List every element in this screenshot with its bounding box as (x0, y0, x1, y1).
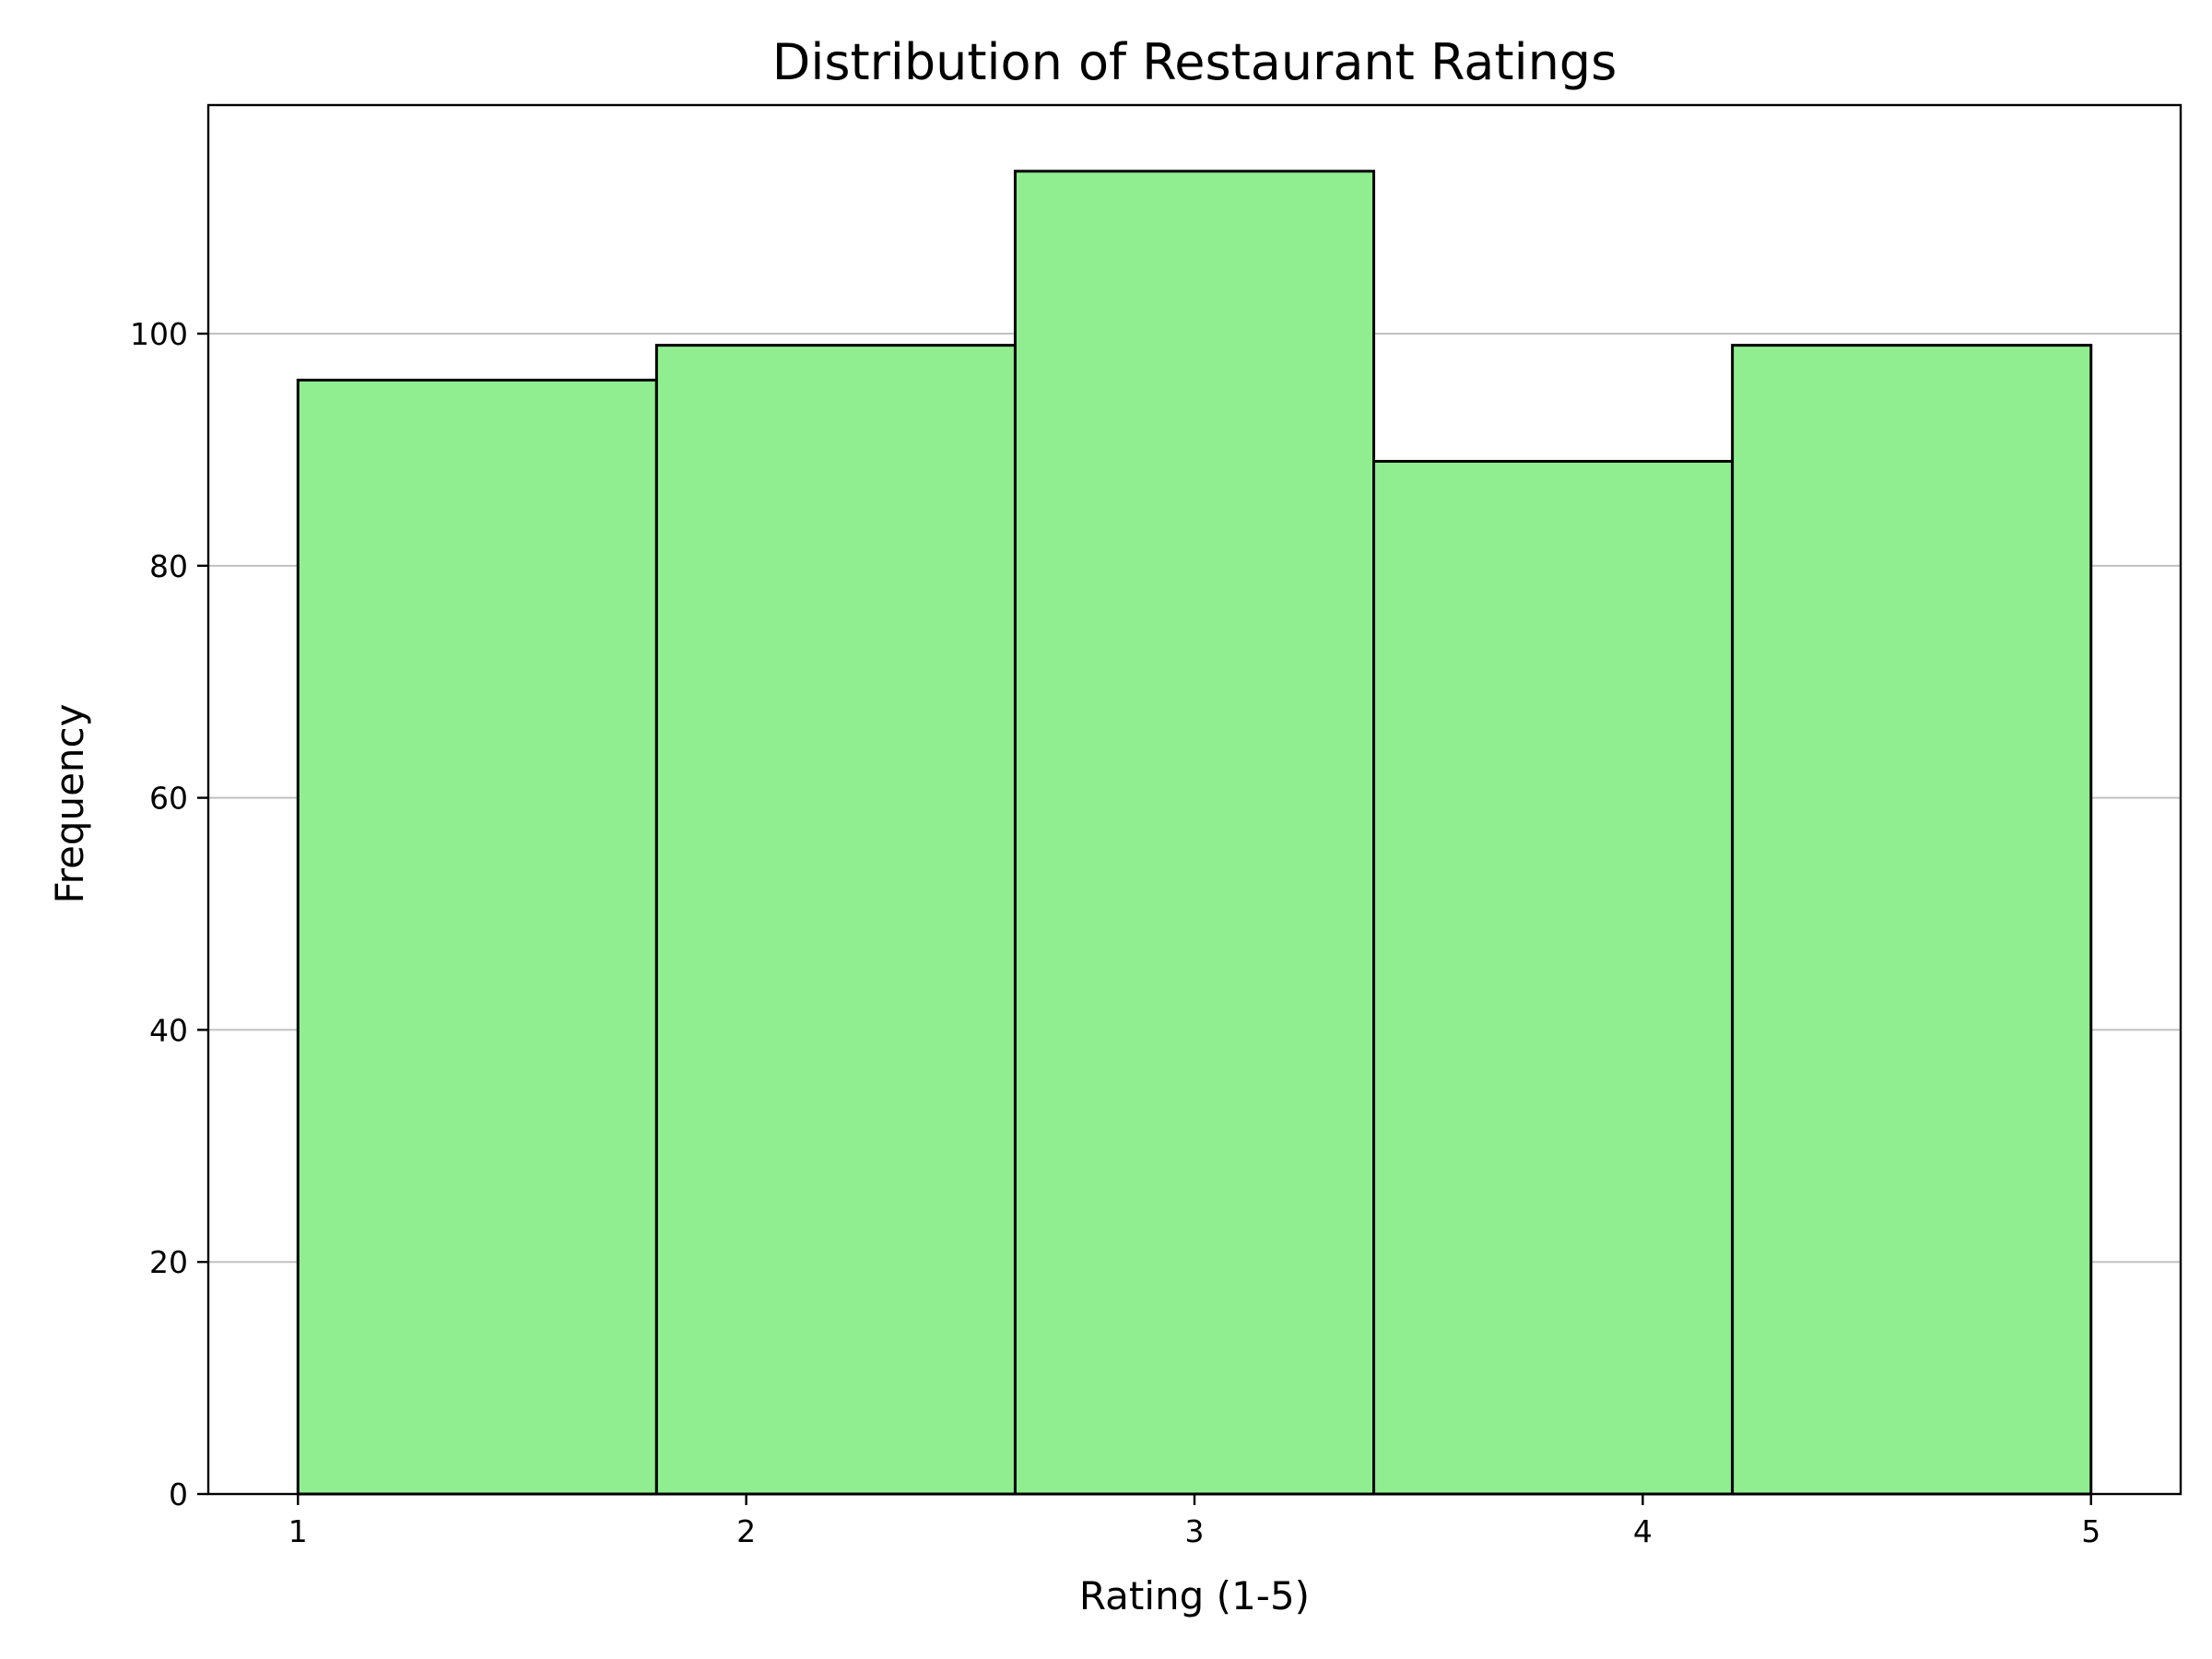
x-tick-label-1: 1 (288, 1513, 308, 1549)
histogram-bars (296, 170, 2093, 1496)
y-axis-title: Frequency (47, 704, 92, 904)
chart-title: Distribution of Restaurant Ratings (772, 33, 1617, 91)
x-tick-label-4: 4 (1633, 1513, 1653, 1549)
y-tick-label-100: 100 (130, 316, 188, 352)
y-tick-label-40: 40 (149, 1012, 188, 1048)
histogram-bar-2 (654, 344, 1017, 1496)
x-tick-label-3: 3 (1185, 1513, 1205, 1549)
histogram-bar-3 (1013, 170, 1376, 1496)
y-tick-label-0: 0 (169, 1477, 188, 1512)
histogram-bar-5 (1731, 344, 2093, 1496)
y-axis-ticks: 0 20 40 60 80 100 (130, 316, 208, 1512)
histogram-bar-4 (1372, 460, 1735, 1496)
x-tick-label-5: 5 (2081, 1513, 2100, 1549)
histogram-bar-1 (296, 378, 658, 1496)
x-axis-title: Rating (1-5) (1079, 1573, 1310, 1618)
y-tick-label-80: 80 (149, 548, 188, 584)
y-tick-label-20: 20 (149, 1244, 188, 1280)
x-tick-label-2: 2 (736, 1513, 756, 1549)
y-tick-label-60: 60 (149, 781, 188, 817)
x-axis-ticks: 1 2 3 4 5 (288, 1494, 2100, 1549)
